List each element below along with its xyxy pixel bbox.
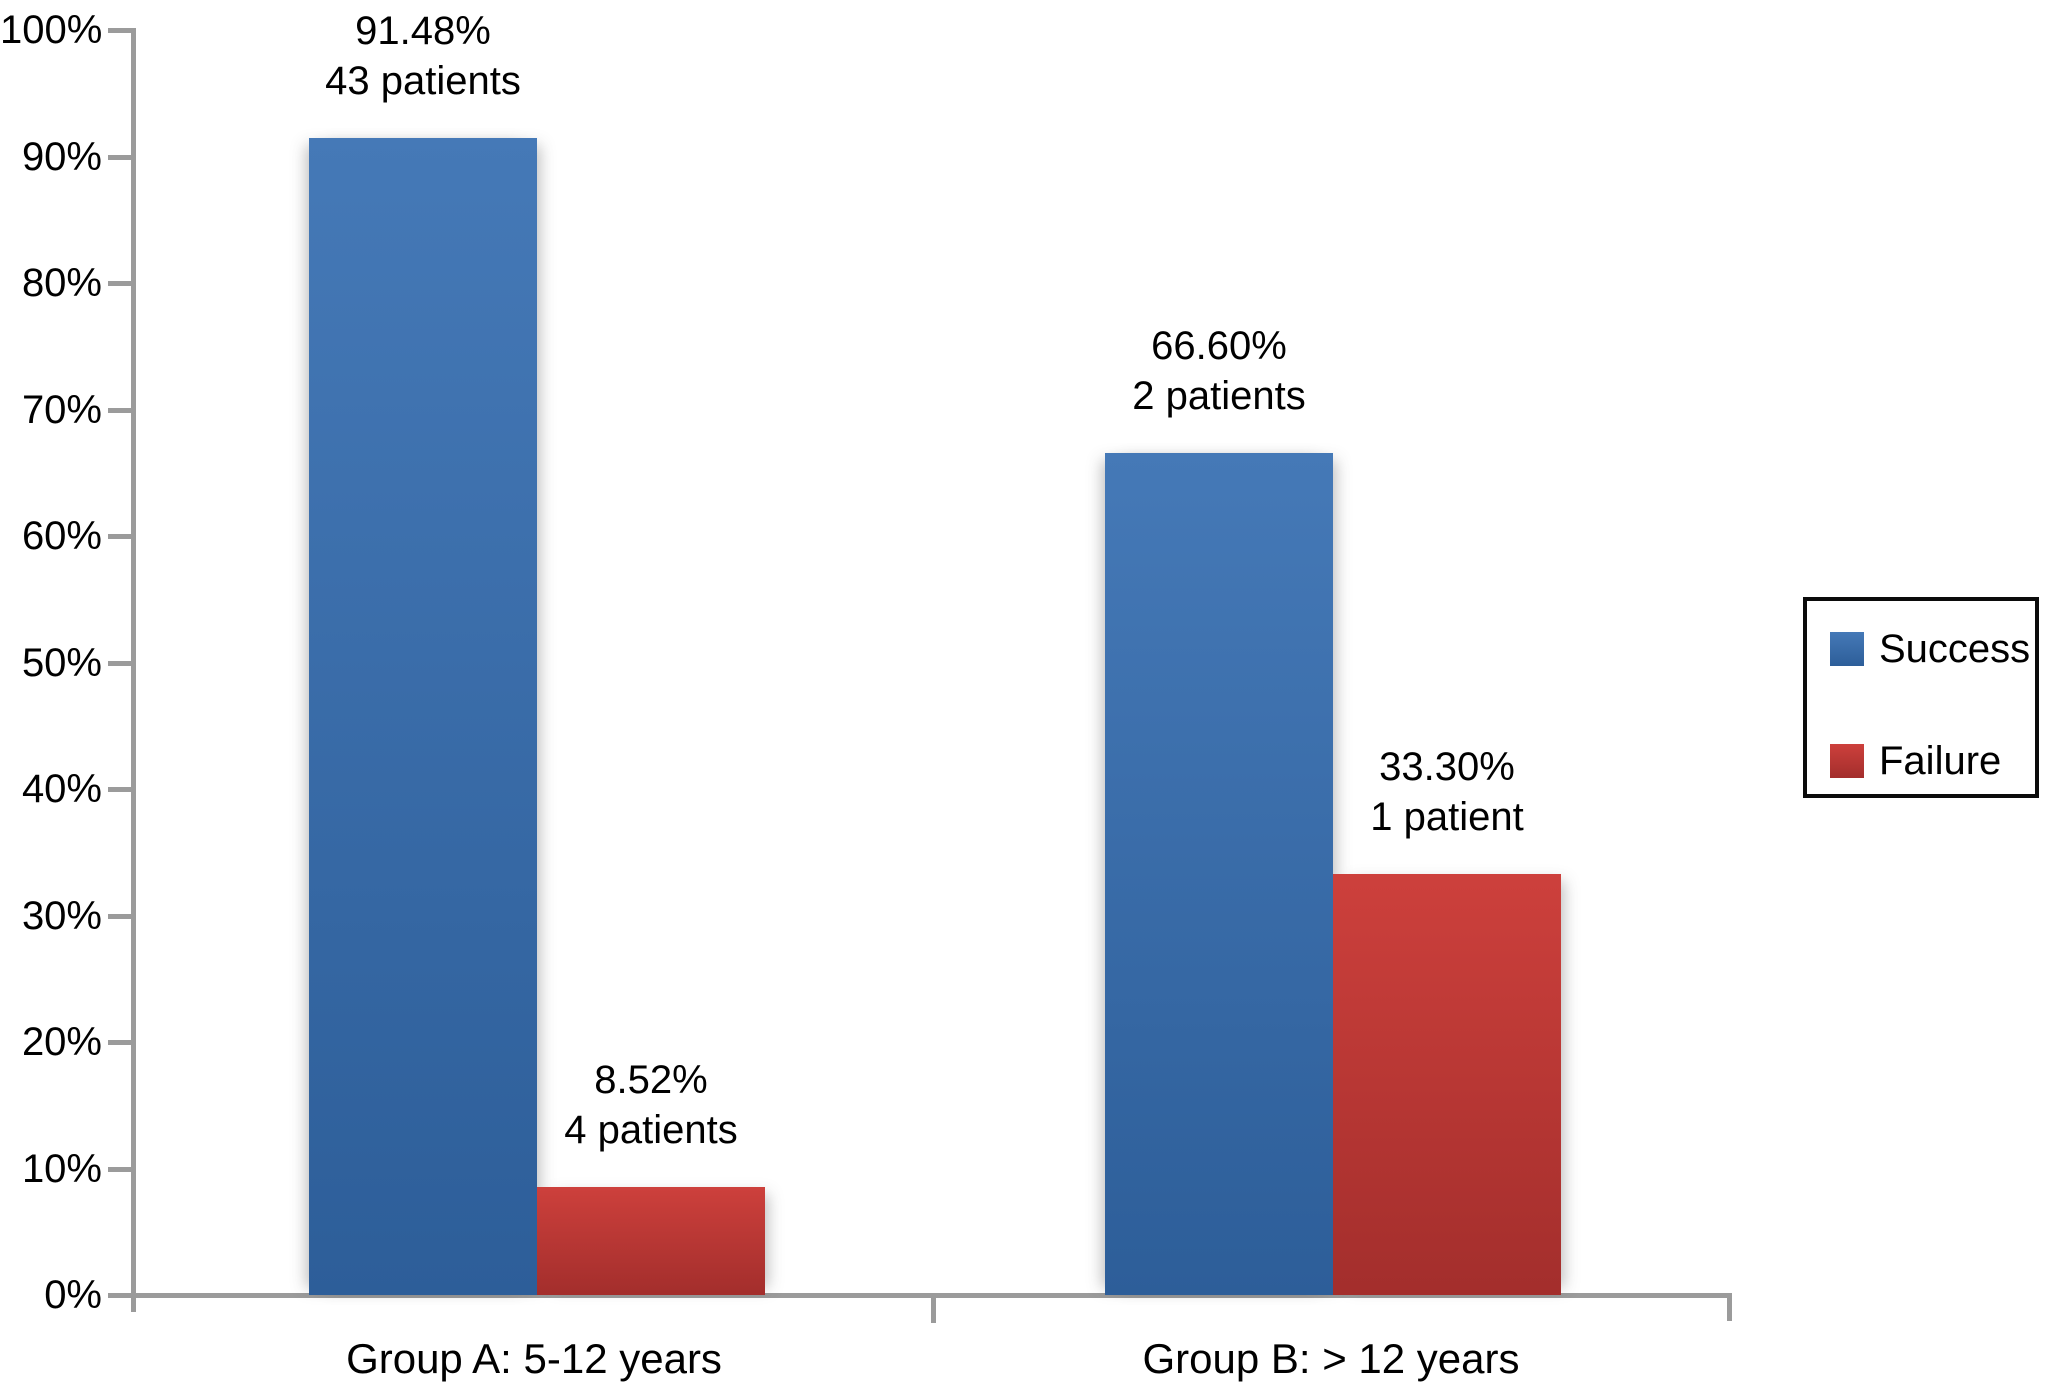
y-tick-label: 20%	[21, 1020, 102, 1064]
y-tick	[108, 28, 134, 33]
y-tick	[108, 281, 134, 286]
bar-label-a-failure: 8.52% 4 patients	[431, 1055, 871, 1155]
bar-label-b-failure: 33.30% 1 patient	[1227, 742, 1667, 842]
bar-b-failure	[1333, 874, 1561, 1295]
legend-label-failure: Failure	[1879, 739, 2002, 783]
legend: Success Failure	[1803, 597, 2039, 798]
bar-label-percent: 8.52%	[594, 1058, 708, 1102]
bar-label-percent: 33.30%	[1379, 745, 1515, 789]
y-tick	[108, 1166, 134, 1172]
bar-a-success	[309, 138, 537, 1295]
y-tick	[108, 913, 134, 919]
y-tick	[108, 154, 134, 160]
bar-label-count: 2 patients	[1132, 374, 1306, 418]
x-axis-mid-tick	[931, 1295, 936, 1323]
y-tick-label: 60%	[21, 514, 102, 558]
y-tick	[108, 1040, 134, 1045]
category-label-group-a: Group A: 5-12 years	[346, 1335, 722, 1382]
y-tick-label: 80%	[21, 261, 102, 305]
y-tick	[108, 407, 134, 413]
x-axis-end-tick	[1727, 1293, 1732, 1321]
y-tick-label: 90%	[21, 134, 102, 179]
bar-label-a-success: 91.48% 43 patients	[203, 6, 643, 106]
y-tick-label: 50%	[21, 640, 102, 685]
legend-swatch-success	[1830, 632, 1864, 666]
y-axis-line	[131, 28, 136, 1312]
y-tick-label: 40%	[21, 767, 102, 811]
bar-b-success	[1105, 453, 1333, 1295]
bar-a-failure	[537, 1187, 765, 1295]
y-tick	[108, 660, 134, 666]
category-label-group-b: Group B: > 12 years	[1142, 1335, 1520, 1382]
y-tick-label: 100%	[0, 8, 103, 52]
y-tick-label: 0%	[44, 1273, 102, 1317]
bar-label-count: 43 patients	[325, 59, 521, 103]
bar-label-count: 4 patients	[564, 1108, 738, 1152]
y-tick-label: 30%	[21, 893, 102, 938]
legend-swatch-failure	[1830, 744, 1864, 778]
y-tick	[108, 534, 134, 539]
bar-label-percent: 91.48%	[355, 9, 491, 53]
y-tick-label: 10%	[21, 1146, 102, 1191]
y-tick-label: 70%	[21, 387, 102, 432]
y-tick	[108, 787, 134, 792]
y-tick	[108, 1293, 134, 1298]
bar-label-b-success: 66.60% 2 patients	[999, 321, 1439, 421]
bar-label-percent: 66.60%	[1151, 324, 1287, 368]
bar-label-count: 1 patient	[1370, 795, 1524, 839]
legend-label-success: Success	[1879, 627, 2031, 671]
